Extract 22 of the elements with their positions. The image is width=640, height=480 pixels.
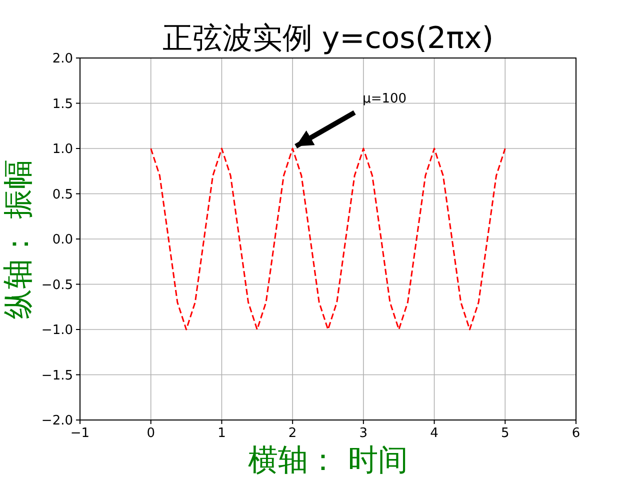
x-tick-label: 6 — [572, 426, 580, 441]
y-tick-label: 1.5 — [52, 96, 73, 112]
x-tick-label: 5 — [501, 426, 510, 441]
x-tick-label: −1 — [70, 426, 90, 441]
y-tick-label: −1.0 — [41, 323, 73, 338]
x-tick-label: 2 — [288, 426, 297, 441]
x-tick-label: 4 — [430, 426, 438, 441]
y-tick-label: 0.5 — [52, 187, 73, 202]
chart-title: 正弦波实例 y=cos(2πx) — [162, 21, 494, 56]
x-tick-label: 1 — [218, 426, 226, 441]
x-tick-label: 0 — [146, 426, 155, 441]
y-axis-title: 纵轴： 振幅 — [1, 159, 36, 319]
y-tick-label: −1.5 — [41, 368, 73, 384]
y-tick-label: 1.0 — [52, 142, 73, 157]
x-tick-label: 3 — [359, 426, 368, 441]
y-tick-label: 2.0 — [52, 52, 73, 66]
y-tick-label: 0.0 — [52, 232, 73, 248]
annotation: μ=100 — [362, 92, 407, 106]
y-tick-label: −2.0 — [41, 414, 73, 428]
line-series — [150, 148, 506, 330]
x-axis-title: 横轴： 时间 — [248, 443, 408, 478]
y-tick-label: −0.5 — [41, 278, 73, 293]
